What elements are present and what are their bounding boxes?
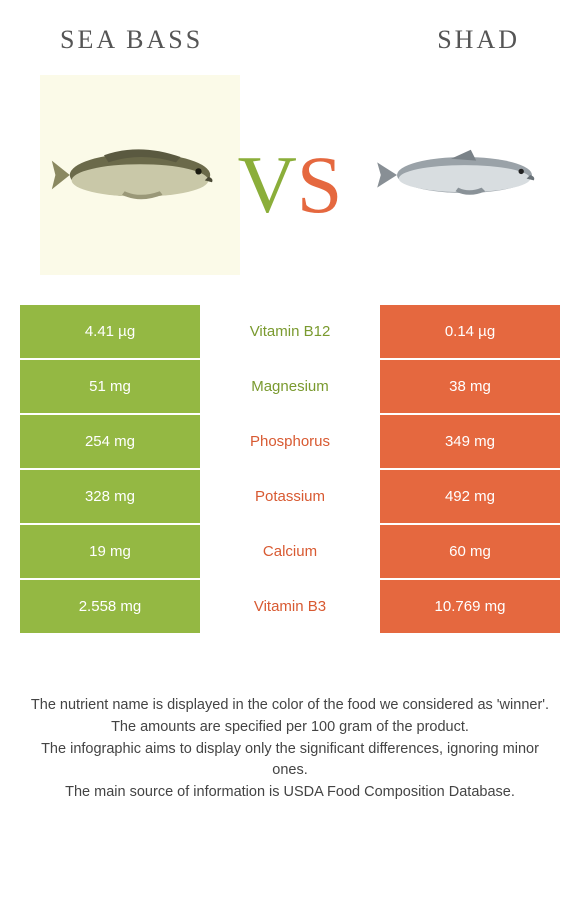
footer-line: The amounts are specified per 100 gram o… (24, 717, 556, 739)
left-food-title: Sea bass (60, 25, 203, 55)
images-row: VS (0, 65, 580, 305)
right-value-cell: 10.769 mg (380, 580, 560, 633)
left-value-cell: 19 mg (20, 525, 200, 578)
footer-notes: The nutrient name is displayed in the co… (0, 635, 580, 804)
right-food-title: Shad (437, 25, 520, 55)
vs-v: V (238, 139, 297, 230)
header: Sea bass Shad (0, 0, 580, 65)
right-value-cell: 349 mg (380, 415, 560, 468)
table-row: 254 mgPhosphorus349 mg (20, 415, 560, 468)
left-value-cell: 51 mg (20, 360, 200, 413)
nutrient-name-cell: Phosphorus (200, 415, 380, 468)
right-value-cell: 0.14 µg (380, 305, 560, 358)
right-value-cell: 60 mg (380, 525, 560, 578)
left-value-cell: 254 mg (20, 415, 200, 468)
fish-icon (50, 139, 230, 211)
table-row: 328 mgPotassium492 mg (20, 470, 560, 523)
vs-s: S (297, 139, 343, 230)
vs-label: VS (238, 144, 343, 226)
left-value-cell: 2.558 mg (20, 580, 200, 633)
right-value-cell: 492 mg (380, 470, 560, 523)
shad-image (360, 75, 560, 275)
table-row: 51 mgMagnesium38 mg (20, 360, 560, 413)
nutrient-name-cell: Calcium (200, 525, 380, 578)
footer-line: The main source of information is USDA F… (24, 782, 556, 804)
table-row: 4.41 µgVitamin B120.14 µg (20, 305, 560, 358)
right-value-cell: 38 mg (380, 360, 560, 413)
nutrient-name-cell: Vitamin B12 (200, 305, 380, 358)
nutrient-name-cell: Potassium (200, 470, 380, 523)
sea-bass-image (40, 75, 240, 275)
footer-line: The infographic aims to display only the… (24, 739, 556, 783)
fish-icon (370, 139, 550, 211)
nutrient-table: 4.41 µgVitamin B120.14 µg51 mgMagnesium3… (0, 305, 580, 633)
nutrient-name-cell: Vitamin B3 (200, 580, 380, 633)
nutrient-name-cell: Magnesium (200, 360, 380, 413)
footer-line: The nutrient name is displayed in the co… (24, 695, 556, 717)
left-value-cell: 328 mg (20, 470, 200, 523)
table-row: 19 mgCalcium60 mg (20, 525, 560, 578)
left-value-cell: 4.41 µg (20, 305, 200, 358)
table-row: 2.558 mgVitamin B310.769 mg (20, 580, 560, 633)
